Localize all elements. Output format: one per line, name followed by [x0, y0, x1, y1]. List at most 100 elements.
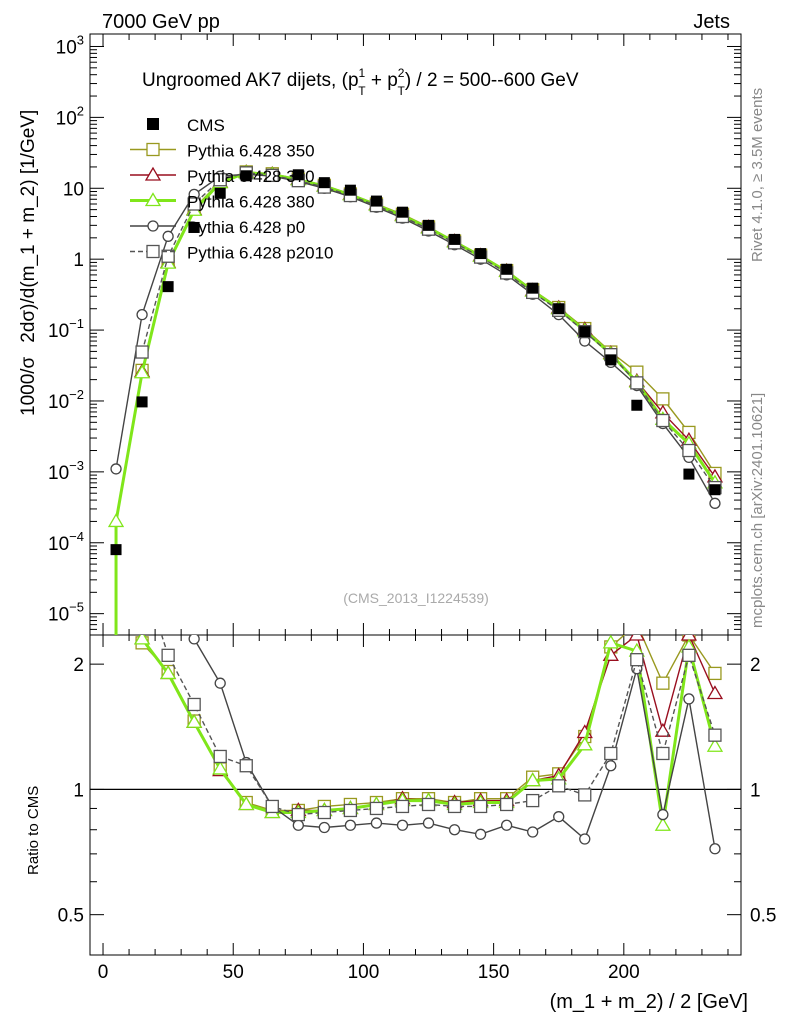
series-4-ratio-point: [709, 729, 721, 741]
y-tick-label: 1: [73, 250, 84, 271]
ratio-tick-label: 1: [73, 780, 84, 801]
series-4-ratio-point: [631, 654, 643, 666]
series-3-ratio-point: [371, 818, 381, 828]
plot-canvas: 7000 GeV pp Jets Ungroomed AK7 dijets, (…: [0, 0, 786, 1024]
cms-data-point: [527, 283, 538, 294]
cms-data-point: [319, 177, 330, 188]
ratio-series-group: [135, 521, 722, 854]
series-3-point: [710, 498, 720, 508]
legend-marker: [147, 246, 159, 258]
ratio-tick-label-right: 2: [750, 655, 761, 676]
header-right: Jets: [693, 11, 730, 33]
series-1-ratio-point: [708, 687, 722, 699]
series-3-ratio-point: [163, 574, 173, 584]
analysis-watermark: (CMS_2013_I1224539): [343, 590, 489, 606]
y-tick-base: 10: [63, 179, 84, 200]
series-3-ratio-point: [450, 825, 460, 835]
series-3-ratio-point: [684, 694, 694, 704]
y-tick-exponent: 3: [77, 32, 84, 47]
series-4-ratio-point: [240, 760, 252, 772]
cms-data-point: [631, 400, 642, 411]
series-3-ratio-point: [189, 634, 199, 644]
series-0-ratio-point: [657, 677, 669, 689]
y-tick-exponent: −3: [69, 458, 84, 473]
series-3-ratio-point: [345, 820, 355, 830]
series-4-ratio-point: [266, 800, 278, 812]
legend-marker: [146, 168, 160, 180]
legend-marker: [147, 144, 159, 156]
series-3-point: [111, 464, 121, 474]
series-4-ratio-point: [605, 747, 617, 759]
cms-data-point: [553, 303, 564, 314]
series-3-point: [163, 231, 173, 241]
ratio-tick-label-right: 1: [750, 780, 761, 801]
series-4-ratio-point: [527, 795, 539, 807]
ratio-tick-label-right: 0.5: [750, 906, 776, 927]
series-4-ratio-point: [423, 798, 435, 810]
y-axis-label: 1000/σ2dσ)/d(m_1 + m_2) [1/GeV]: [18, 110, 39, 416]
series-3-ratio-point: [424, 818, 434, 828]
cms-data-point: [683, 469, 694, 480]
series-3-ratio-point: [215, 678, 225, 688]
y-tick-exponent: 2: [77, 103, 84, 118]
x-tick-label: 200: [608, 962, 640, 983]
y-tick-base: 10: [48, 392, 69, 413]
legend-entry: Pythia 6.428 370: [187, 167, 315, 186]
series-3-ratio-point: [606, 761, 616, 771]
chart-title: Ungroomed AK7 dijets, (p1 T + p2 T) / 2 = …: [142, 66, 579, 98]
series-4-ratio-point: [683, 649, 695, 661]
series-3-ratio-point: [658, 810, 668, 820]
series-3-ratio-point: [580, 834, 590, 844]
cms-data-point: [501, 264, 512, 275]
rivet-label: Rivet 4.1.0, ≥ 3.5M events: [749, 88, 766, 262]
series-4-ratio-point: [449, 800, 461, 812]
x-tick-label: 150: [478, 962, 510, 983]
cms-data-point: [605, 354, 616, 365]
series-3-ratio-point: [710, 844, 720, 854]
series-4-ratio-point: [292, 809, 304, 821]
series-4-ratio-point: [396, 800, 408, 812]
y-tick-base: 10: [48, 463, 69, 484]
series-4-point: [683, 445, 695, 457]
y-tick-label: 10−5: [48, 600, 84, 626]
y-tick-label: 10−2: [48, 387, 84, 413]
ratio-tick-label: 2: [73, 655, 84, 676]
series-1-ratio-point: [682, 628, 696, 640]
legend-marker: [148, 221, 158, 231]
ratio-tick-label: 0.5: [58, 906, 84, 927]
cms-data-point: [137, 396, 148, 407]
y-tick-base: 1: [73, 250, 84, 271]
x-tick-label: 0: [98, 962, 109, 983]
cms-data-point: [371, 196, 382, 207]
y-tick-label: 10−3: [48, 458, 84, 484]
series-3-ratio-point: [554, 812, 564, 822]
series-4-ratio-point: [344, 804, 356, 816]
series-3-ratio-point: [397, 820, 407, 830]
cms-data-point: [397, 207, 408, 218]
mcplots-label: mcplots.cern.ch [arXiv:2401.10621]: [749, 393, 766, 628]
x-tick-label: 50: [223, 962, 244, 983]
series-1-ratio-line: [142, 635, 715, 813]
series-4-point: [136, 346, 148, 358]
series-2-point: [109, 514, 123, 526]
legend-marker-cms: [147, 118, 159, 130]
y-tick-exponent: −4: [69, 529, 84, 544]
legend-entry: Pythia 6.428 p2010: [187, 244, 334, 263]
series-4-ratio-point: [214, 750, 226, 762]
series-0-ratio-line: [142, 624, 715, 811]
series-0-point: [657, 393, 669, 405]
series-4-ratio-point: [501, 798, 513, 810]
series-4-ratio-point: [136, 568, 148, 580]
y-tick-exponent: −2: [69, 387, 84, 402]
y-tick-label: 103: [56, 32, 84, 58]
series-4-ratio-point: [370, 802, 382, 814]
series-3-ratio-point: [528, 827, 538, 837]
series-4-ratio-point: [657, 747, 669, 759]
series-4-ratio-point: [553, 780, 565, 792]
series-0-ratio-point: [631, 618, 643, 630]
series-4-point: [631, 377, 643, 389]
series-4-ratio-point: [188, 698, 200, 710]
series-4-ratio-point: [579, 789, 591, 801]
legend-entry: Pythia 6.428 380: [187, 193, 315, 212]
series-3-ratio-point: [293, 820, 303, 830]
